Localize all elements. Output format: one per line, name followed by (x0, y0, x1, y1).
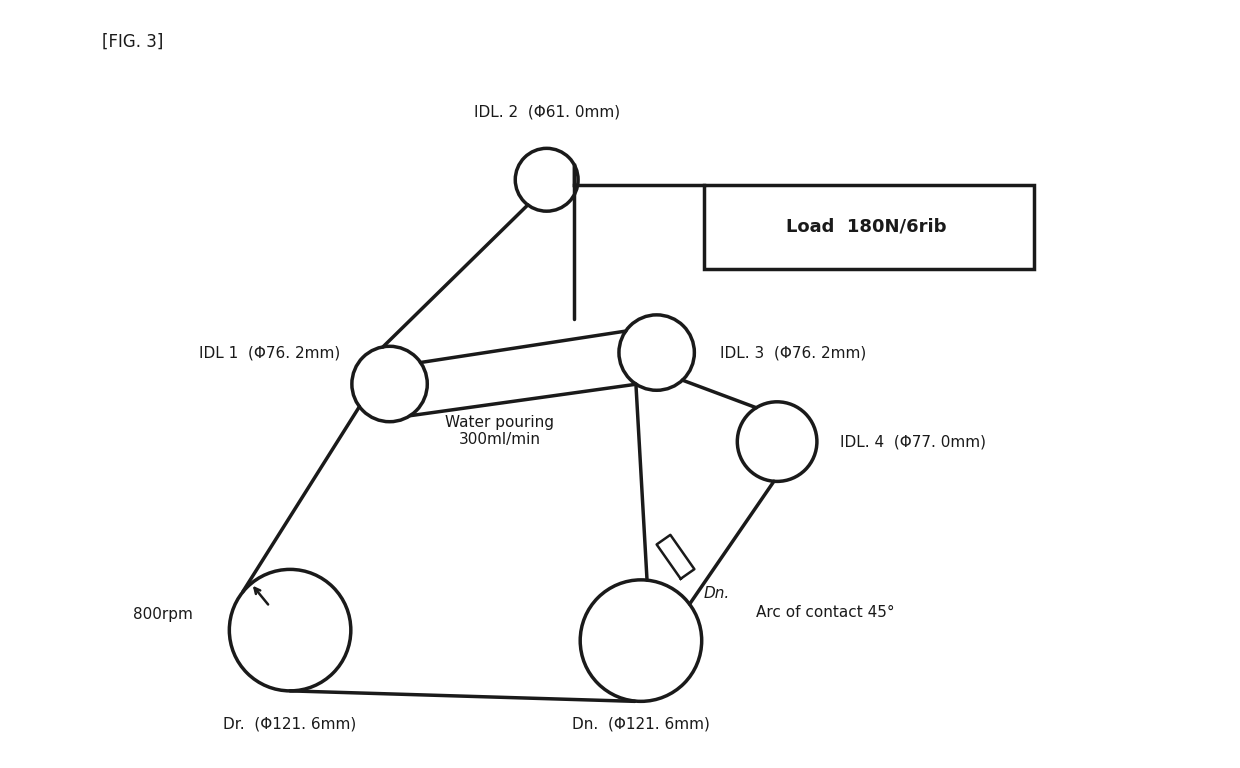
Text: [FIG. 3]: [FIG. 3] (102, 33, 162, 51)
Text: IDL. 4  (Φ77. 0mm): IDL. 4 (Φ77. 0mm) (841, 434, 986, 449)
Text: Dr.  (Φ121. 6mm): Dr. (Φ121. 6mm) (223, 717, 357, 732)
Bar (704, 185, 1034, 269)
Text: IDL. 2  (Φ61. 0mm): IDL. 2 (Φ61. 0mm) (474, 104, 620, 119)
Text: Dn.: Dn. (704, 586, 730, 601)
Text: Dn.  (Φ121. 6mm): Dn. (Φ121. 6mm) (572, 717, 709, 732)
Text: IDL. 3  (Φ76. 2mm): IDL. 3 (Φ76. 2mm) (719, 345, 866, 360)
Text: 800rpm: 800rpm (133, 607, 193, 622)
Text: Load  180N/6rib: Load 180N/6rib (786, 218, 946, 236)
Text: IDL 1  (Φ76. 2mm): IDL 1 (Φ76. 2mm) (198, 345, 340, 360)
Text: Arc of contact 45°: Arc of contact 45° (756, 605, 895, 620)
Text: Water pouring
300ml/min: Water pouring 300ml/min (445, 415, 554, 447)
